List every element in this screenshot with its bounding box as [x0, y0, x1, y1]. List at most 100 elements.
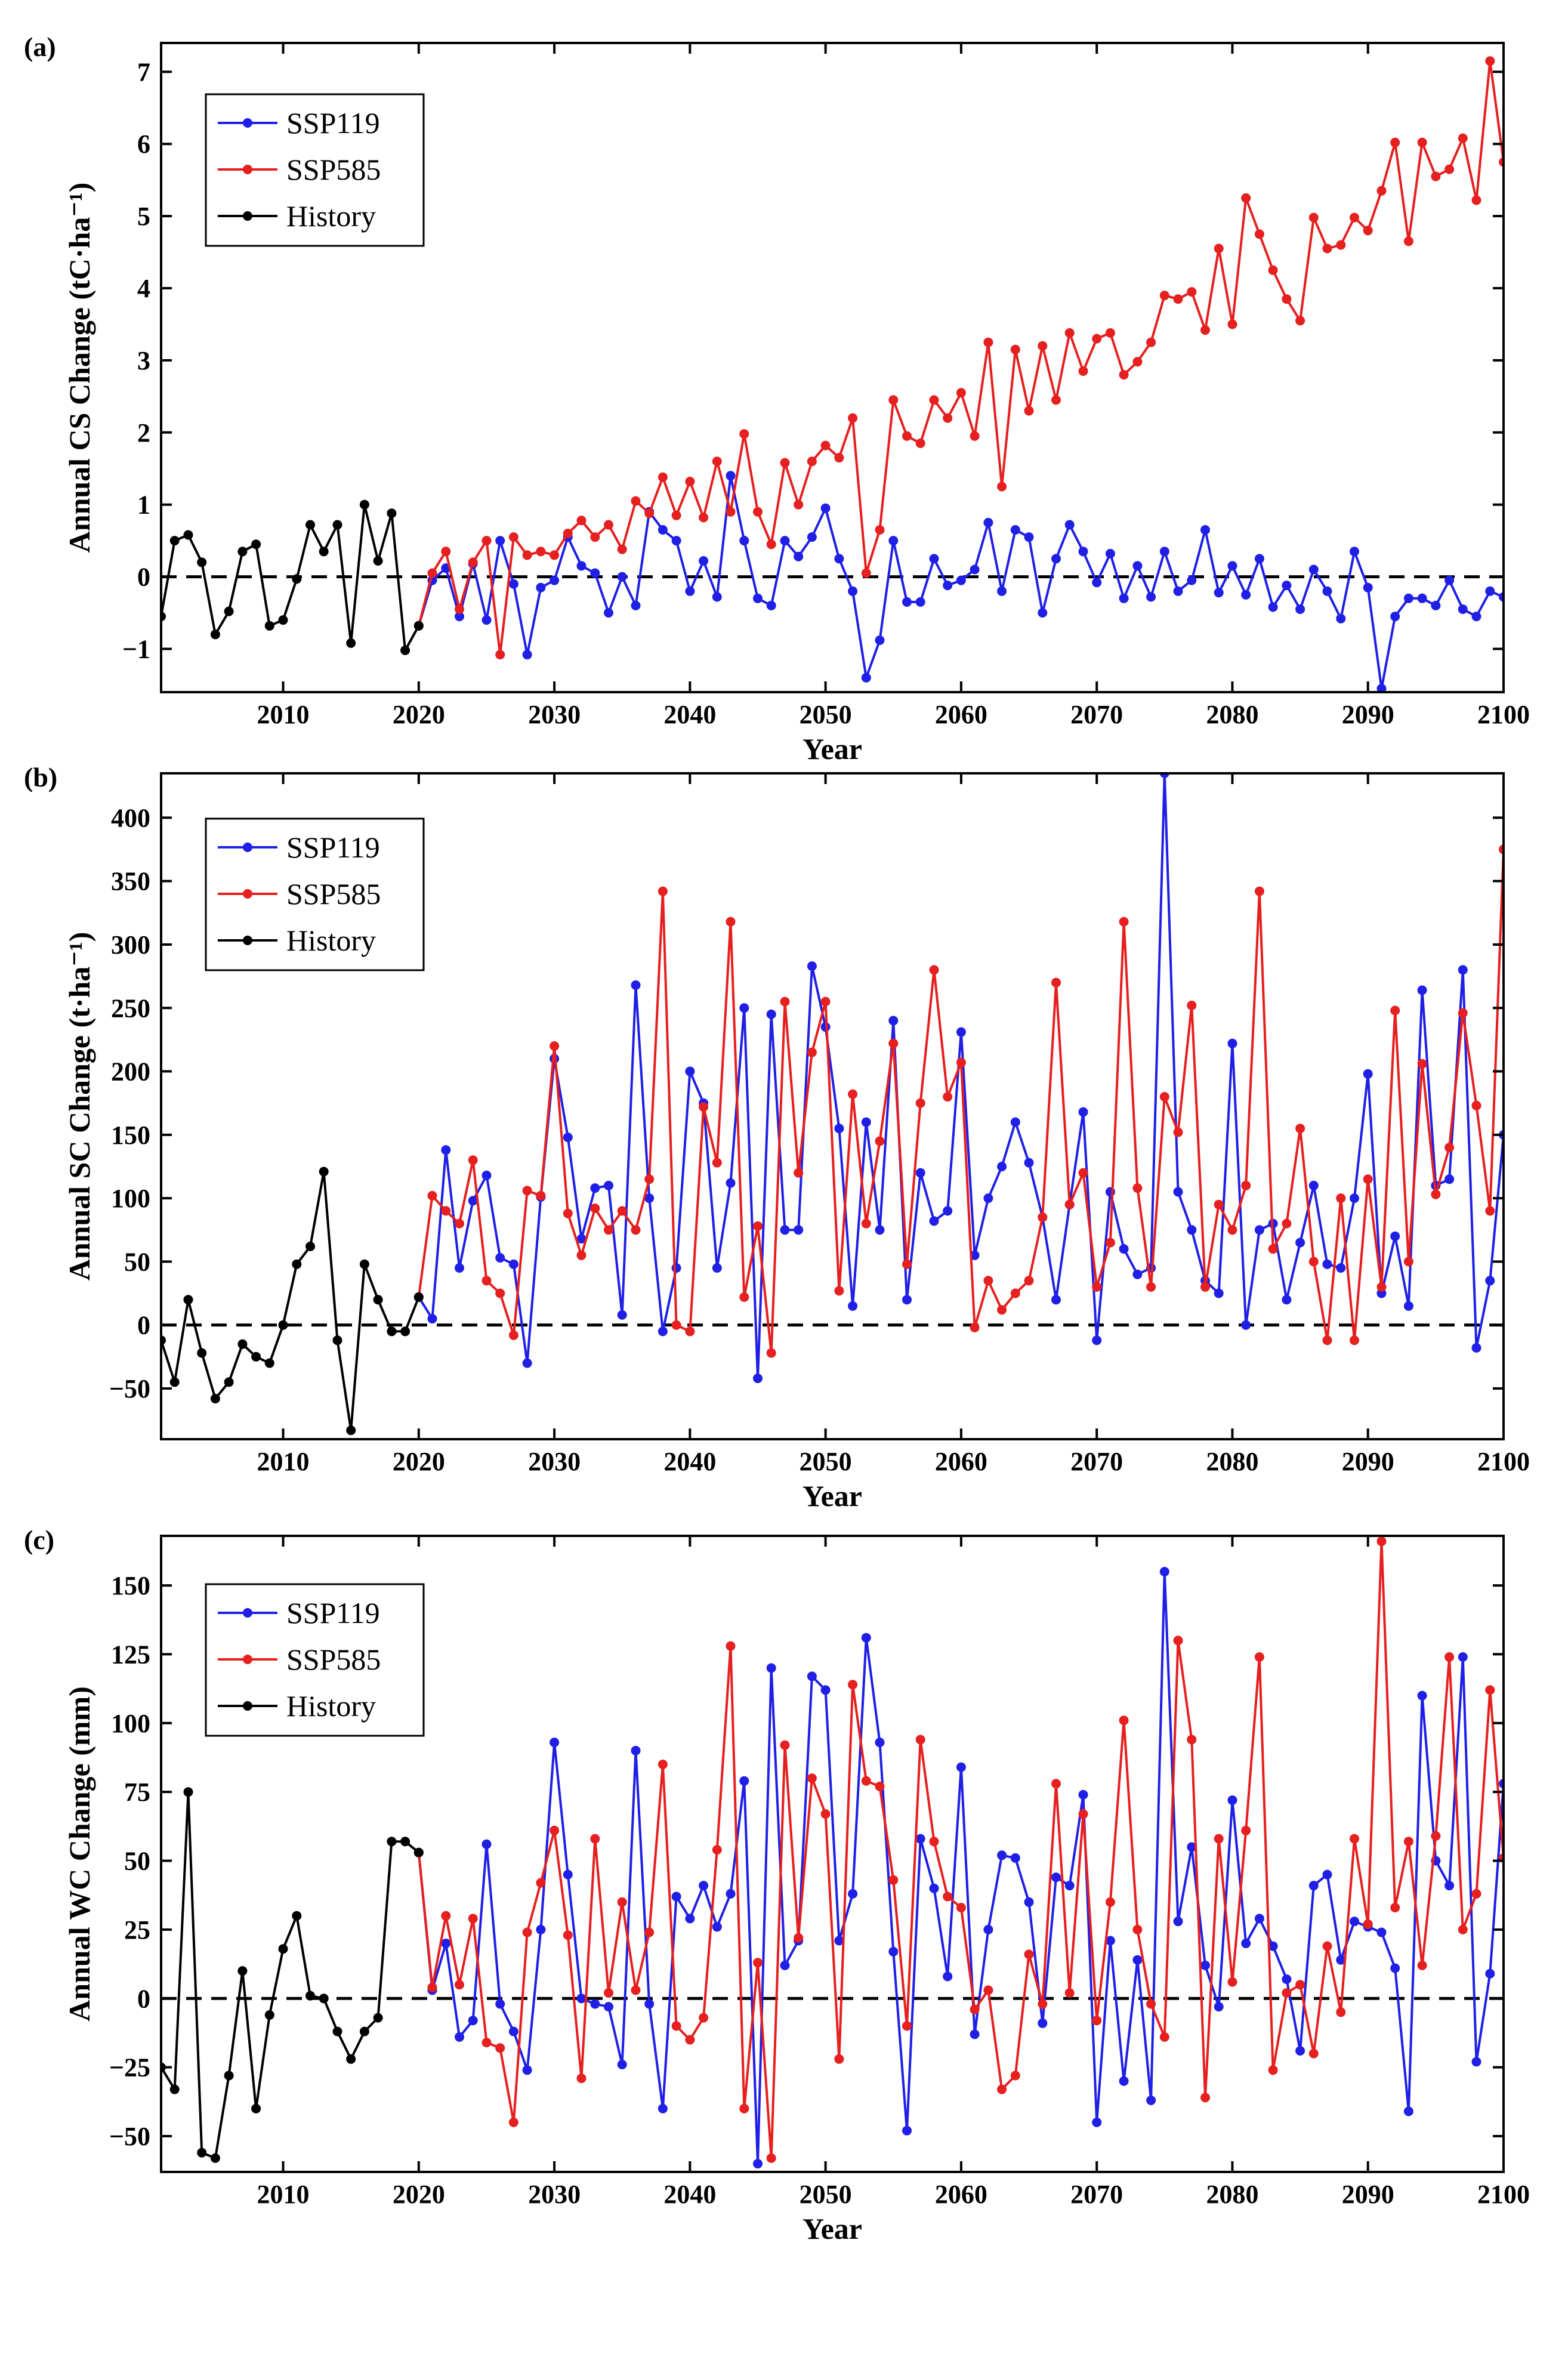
data-point-ssp119	[780, 1960, 790, 1970]
data-point-ssp119	[671, 536, 681, 546]
data-point-history	[359, 2026, 369, 2036]
y-tick-label: −25	[109, 2053, 150, 2082]
y-tick-label: 350	[111, 867, 150, 896]
data-point-ssp119	[617, 572, 627, 582]
data-point-ssp119	[1376, 684, 1387, 692]
data-point-ssp119	[780, 536, 790, 546]
data-point-ssp585	[875, 1136, 885, 1146]
data-point-ssp119	[1241, 1939, 1251, 1948]
y-tick-label: 250	[111, 993, 150, 1023]
data-point-ssp119	[739, 536, 749, 546]
data-point-ssp119	[888, 1946, 899, 1957]
data-point-ssp119	[1282, 1295, 1292, 1305]
data-point-history	[400, 645, 410, 655]
legend-label-history: History	[286, 199, 376, 233]
data-point-ssp585	[536, 1878, 546, 1888]
data-point-ssp585	[441, 1206, 451, 1216]
data-point-ssp585	[1254, 1652, 1264, 1662]
data-point-ssp585	[780, 996, 790, 1007]
data-point-ssp585	[1308, 212, 1319, 223]
x-tick-label: 2080	[1206, 1447, 1258, 1476]
data-point-ssp585	[1268, 265, 1278, 275]
data-point-ssp585	[441, 1911, 451, 1921]
data-point-ssp585	[699, 2013, 709, 2023]
data-point-ssp119	[1458, 965, 1468, 975]
data-point-history	[224, 1377, 234, 1387]
data-point-history	[400, 1837, 410, 1847]
data-point-ssp119	[1336, 1955, 1346, 1965]
legend-swatch-marker-ssp119	[243, 843, 252, 852]
y-tick-label: 300	[111, 930, 150, 959]
data-point-history	[387, 508, 397, 519]
data-point-ssp119	[1187, 1225, 1197, 1235]
data-point-ssp585	[1254, 886, 1264, 896]
series-line-history	[161, 1170, 420, 1432]
data-point-ssp585	[1444, 164, 1455, 174]
data-point-ssp119	[1010, 525, 1020, 535]
data-point-ssp585	[536, 1190, 546, 1201]
data-point-ssp585	[441, 547, 451, 557]
data-point-ssp585	[1038, 1999, 1048, 2009]
data-point-ssp119	[1159, 547, 1169, 557]
data-point-ssp585	[508, 1330, 518, 1340]
data-point-ssp585	[1200, 2093, 1210, 2103]
data-point-ssp119	[1132, 1269, 1143, 1279]
data-point-history	[413, 621, 424, 631]
data-point-history	[264, 621, 274, 631]
data-point-ssp585	[617, 1206, 627, 1216]
data-point-ssp119	[1322, 1259, 1332, 1269]
data-point-ssp585	[671, 2021, 681, 2031]
x-axis-title: Year	[802, 732, 862, 766]
data-point-ssp119	[1363, 1069, 1373, 1079]
data-point-ssp585	[902, 1259, 912, 1269]
data-point-ssp585	[495, 1288, 505, 1298]
series-line-ssp585	[417, 848, 1504, 1354]
data-point-history	[264, 2010, 274, 2020]
data-point-ssp119	[495, 1999, 505, 2009]
data-point-history	[237, 1339, 248, 1349]
data-point-ssp119	[1227, 1795, 1237, 1805]
x-tick-label: 2050	[800, 700, 852, 729]
data-point-ssp119	[1064, 1881, 1075, 1891]
data-point-ssp585	[1431, 171, 1441, 181]
data-point-ssp585	[1458, 1924, 1468, 1934]
data-point-ssp585	[1092, 334, 1102, 344]
y-tick-label: 50	[124, 1247, 150, 1276]
data-point-ssp119	[1119, 1244, 1129, 1254]
data-point-ssp119	[699, 1881, 709, 1891]
data-point-ssp119	[997, 1162, 1007, 1171]
data-point-ssp585	[604, 520, 613, 530]
legend-swatch-marker-ssp585	[243, 165, 252, 174]
data-point-ssp119	[1403, 2106, 1413, 2116]
data-point-ssp119	[468, 1196, 478, 1206]
data-point-ssp119	[508, 2026, 518, 2036]
x-tick-label: 2060	[935, 2180, 987, 2209]
data-point-ssp585	[1092, 1282, 1102, 1292]
data-point-ssp119	[888, 1016, 899, 1026]
data-point-ssp119	[1214, 588, 1224, 598]
data-point-ssp119	[1282, 1974, 1292, 1984]
data-point-ssp119	[848, 1889, 858, 1899]
data-point-ssp585	[1390, 1005, 1400, 1016]
data-point-ssp119	[1132, 1955, 1143, 1965]
data-point-ssp119	[1431, 600, 1441, 610]
data-point-ssp585	[1227, 319, 1237, 329]
data-point-history	[169, 536, 180, 546]
data-point-history	[169, 2084, 180, 2094]
data-point-ssp585	[1471, 1100, 1481, 1110]
panel-label: (c)	[24, 1525, 54, 1555]
data-point-ssp585	[1308, 2048, 1319, 2059]
data-point-ssp119	[1038, 608, 1048, 618]
data-point-ssp119	[699, 556, 709, 566]
data-point-ssp585	[794, 1168, 804, 1178]
data-point-ssp119	[1105, 548, 1115, 558]
x-axis-title: Year	[802, 2212, 862, 2245]
legend-label-ssp119: SSP119	[286, 1596, 380, 1630]
data-point-ssp119	[1051, 1295, 1061, 1305]
data-point-ssp585	[1051, 1779, 1061, 1789]
y-tick-label: 4	[137, 274, 150, 303]
data-point-ssp585	[550, 550, 560, 560]
data-point-ssp585	[508, 532, 518, 542]
data-point-ssp585	[1078, 1809, 1088, 1819]
data-point-ssp119	[495, 536, 505, 546]
